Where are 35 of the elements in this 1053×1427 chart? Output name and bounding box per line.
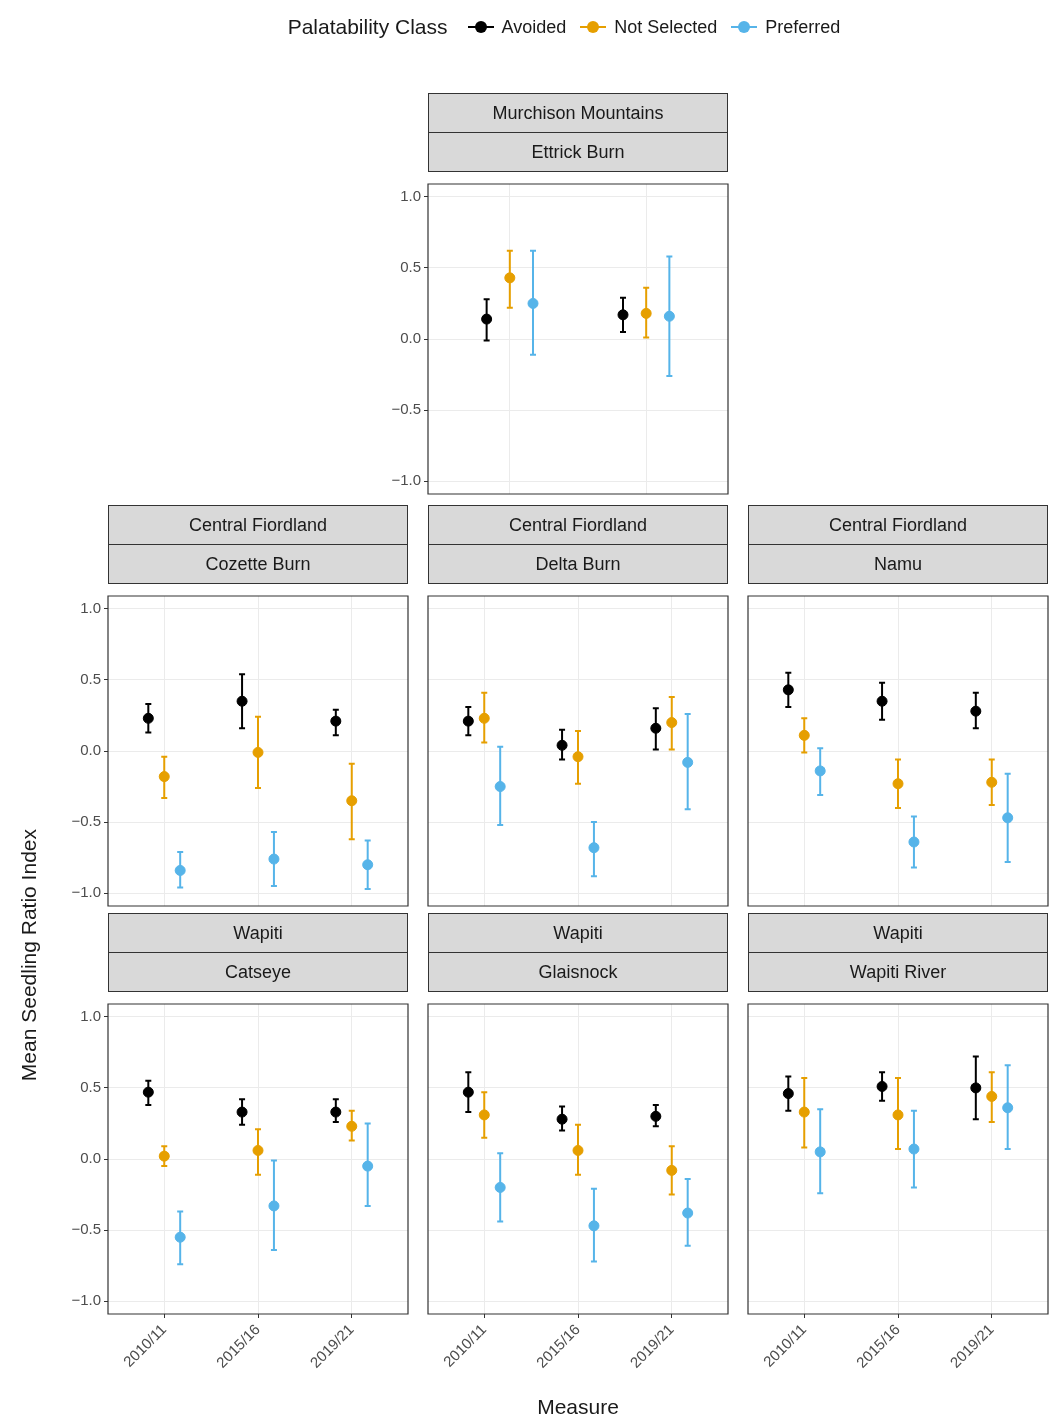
chart-title: Wapiti [428, 913, 728, 952]
y-axis-title: Mean Seedling Ratio Index [17, 828, 41, 1082]
chart-title: Wapiti [108, 913, 408, 952]
y-tick-label: −0.5 [391, 400, 421, 418]
chart-title: Central Fiordland [748, 505, 1048, 544]
y-tick-label: −0.5 [71, 1220, 101, 1238]
legend-label: Avoided [501, 16, 567, 38]
y-tick-label: 0.5 [80, 670, 101, 688]
legend-title: Palatability Class [287, 15, 448, 39]
legend-label: Not Selected [614, 16, 718, 38]
y-tick-label: 0.0 [400, 329, 421, 347]
y-tick-label: 1.0 [80, 598, 101, 616]
chart-subtitle: Namu [748, 544, 1048, 584]
legend-label: Preferred [765, 16, 841, 38]
chart-title: Central Fiordland [428, 505, 728, 544]
y-tick-label: 0.0 [80, 741, 101, 759]
chart-subtitle: Ettrick Burn [428, 132, 728, 172]
y-tick-label: −0.5 [71, 812, 101, 830]
y-tick-label: −1.0 [391, 471, 421, 489]
chart-subtitle: Glaisnock [428, 952, 728, 992]
chart-title: Central Fiordland [108, 505, 408, 544]
chart-title: Wapiti [748, 913, 1048, 952]
chart-subtitle: Catseye [108, 952, 408, 992]
x-axis-title: Measure [536, 1395, 620, 1419]
y-tick-label: 0.5 [400, 258, 421, 276]
y-tick-label: −1.0 [71, 1291, 101, 1309]
y-tick-label: 1.0 [80, 1006, 101, 1024]
y-tick-label: −1.0 [71, 883, 101, 901]
chart-subtitle: Wapiti River [748, 952, 1048, 992]
chart-subtitle: Cozette Burn [108, 544, 408, 584]
y-tick-label: 0.0 [80, 1149, 101, 1167]
y-tick-label: 0.5 [80, 1078, 101, 1096]
chart-title: Murchison Mountains [428, 93, 728, 132]
chart-subtitle: Delta Burn [428, 544, 728, 584]
y-tick-label: 1.0 [400, 186, 421, 204]
